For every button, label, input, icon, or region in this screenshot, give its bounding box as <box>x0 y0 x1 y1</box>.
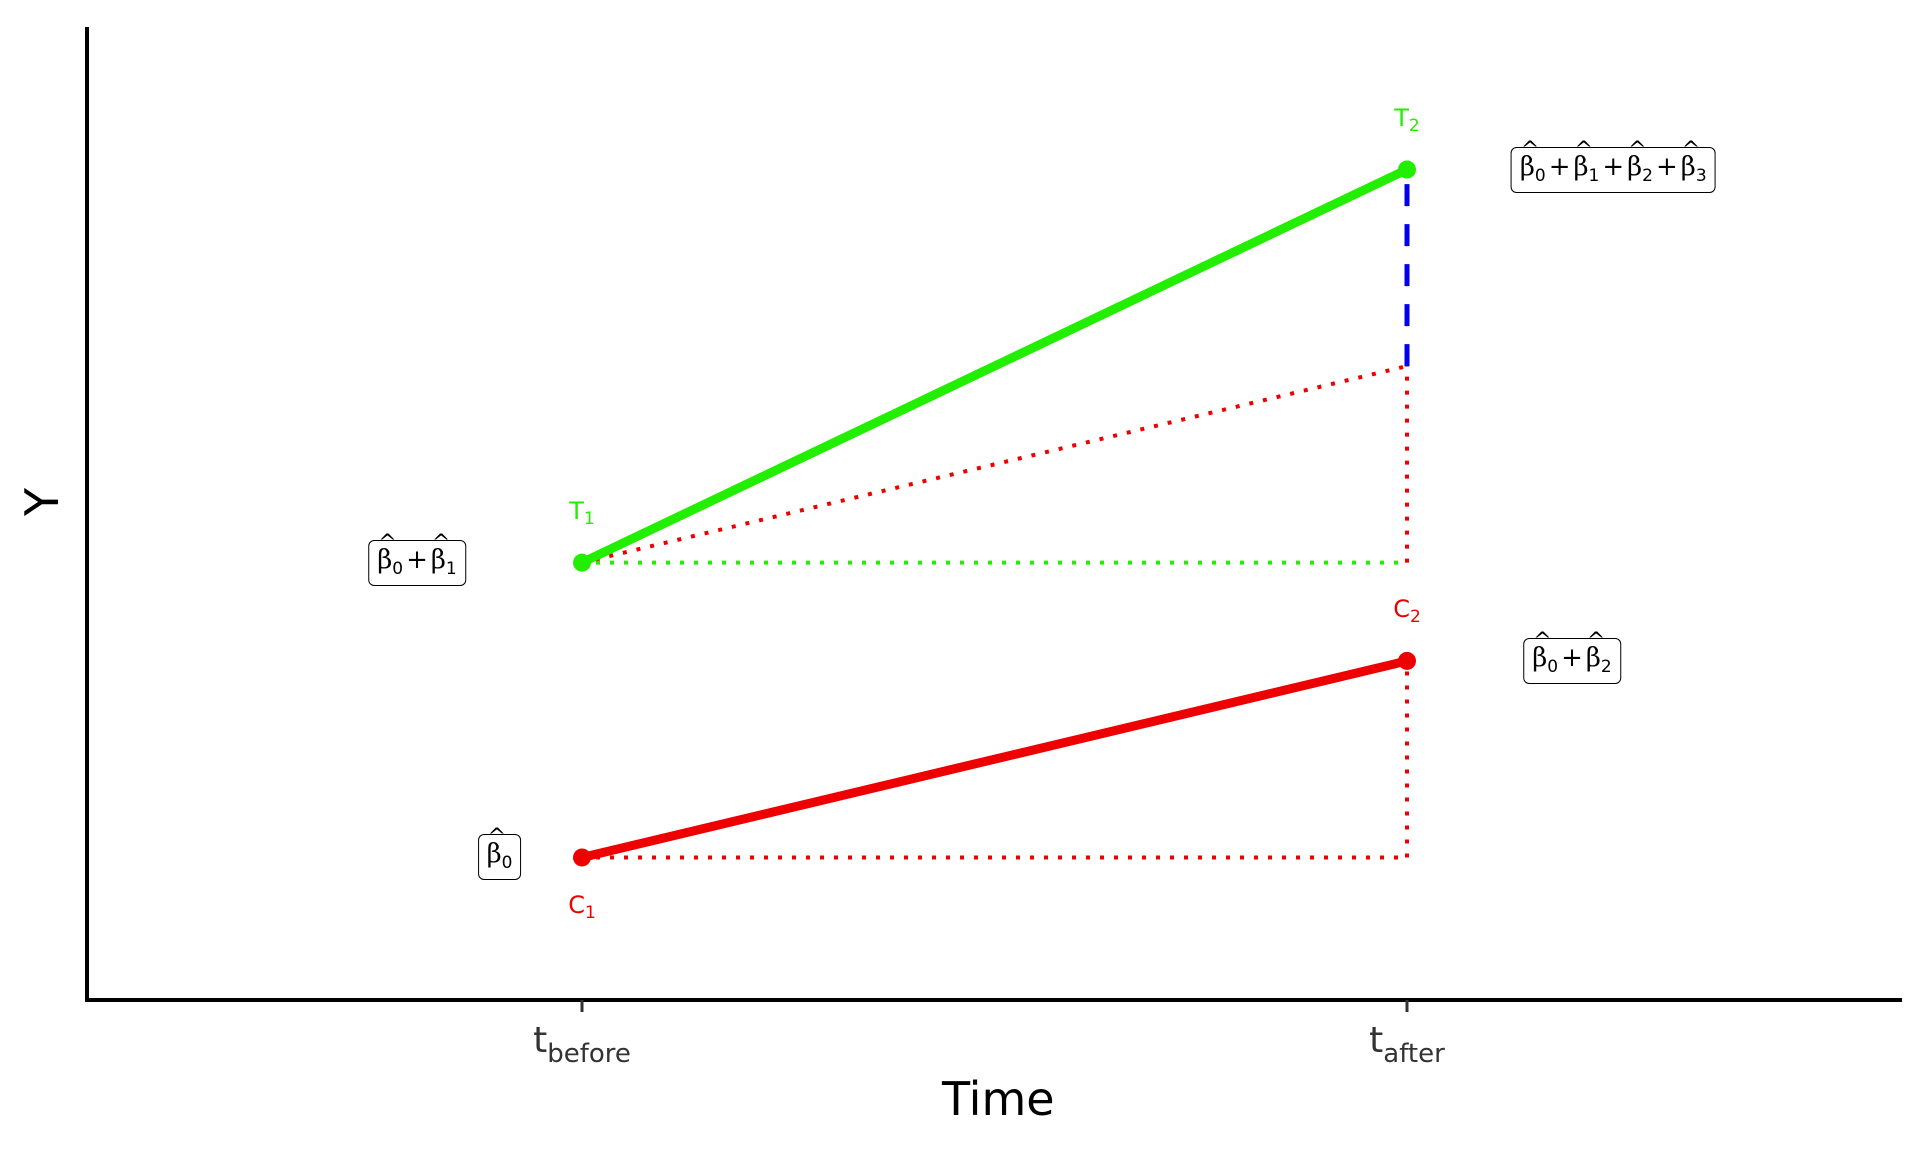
coefficient-annotation: ^ β0 <box>477 825 522 881</box>
point-T2 <box>1398 160 1416 179</box>
tick-sub: before <box>547 1039 631 1069</box>
coefficient-annotation: ^ β0 + ^ β2 <box>1523 628 1621 684</box>
series-line-counterfactual <box>581 364 1408 565</box>
beta-hat-term: ^ β0 <box>1532 628 1559 677</box>
beta-hat-term: ^ β1 <box>430 530 457 579</box>
tick-main: t <box>533 1020 548 1061</box>
point-label: T2 <box>1394 103 1420 136</box>
point-T1 <box>573 553 591 572</box>
point-label: C1 <box>568 891 596 924</box>
x-tick-label: tafter <box>1369 1020 1445 1069</box>
tick-sub: after <box>1383 1039 1445 1069</box>
series-line-treatment <box>580 165 1409 567</box>
beta-hat-term: ^ β0 <box>377 530 404 579</box>
coefficient-annotation: ^ β0 + ^ β1 + ^ β2 + ^ β3 <box>1510 137 1716 193</box>
beta-hat-term: ^ β0 <box>486 825 513 874</box>
point-label: T1 <box>569 496 595 529</box>
point-C2 <box>1398 651 1416 670</box>
beta-hat-term: ^ β2 <box>1585 628 1612 677</box>
beta-hat-term: ^ β1 <box>1573 137 1600 186</box>
beta-hat-term: ^ β2 <box>1627 137 1654 186</box>
series-line-control <box>580 656 1409 862</box>
beta-hat-term: ^ β0 <box>1519 137 1546 186</box>
beta-hat-term: ^ β3 <box>1680 137 1707 186</box>
point-label: C2 <box>1393 594 1421 627</box>
x-axis-title: Time <box>942 1072 1055 1126</box>
y-axis-title: Y <box>15 487 70 517</box>
point-C1 <box>573 848 591 867</box>
coefficient-annotation: ^ β0 + ^ β1 <box>368 530 466 586</box>
tick-main: t <box>1369 1020 1384 1061</box>
x-tick-label: tbefore <box>533 1020 631 1069</box>
